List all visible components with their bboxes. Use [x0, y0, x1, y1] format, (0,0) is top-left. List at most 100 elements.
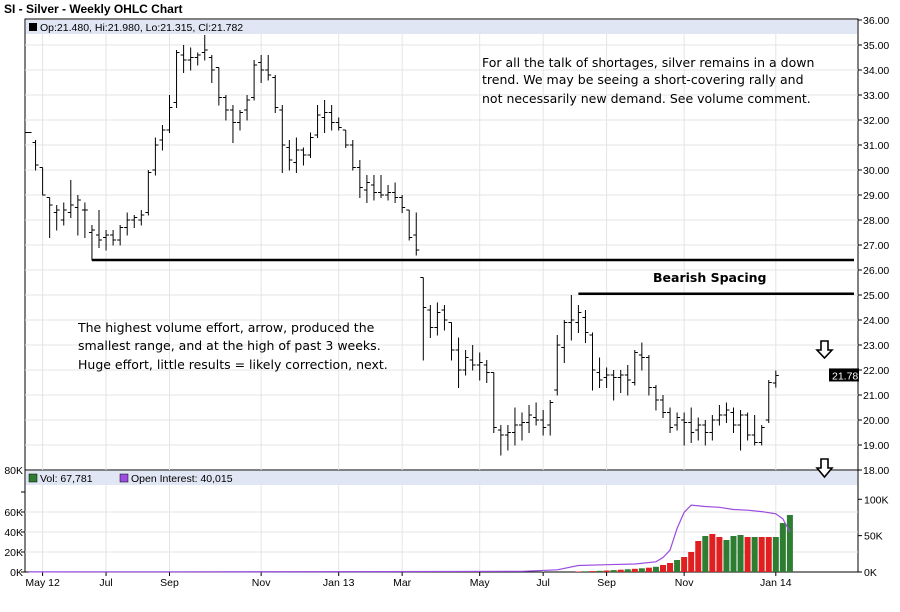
ohlc-bar	[652, 385, 659, 411]
last-price-tag	[829, 368, 859, 382]
ohlc-bar	[709, 415, 716, 441]
oi-legend-swatch	[119, 473, 129, 483]
volume-bar	[758, 537, 765, 572]
time-tick-label: Mar	[393, 577, 412, 589]
price-tick-label: 36.00	[863, 15, 889, 27]
volume-bar	[779, 523, 786, 572]
volume-bar	[765, 537, 772, 572]
price-tick-label: 18.00	[863, 465, 889, 477]
ohlc-bar	[469, 345, 476, 371]
ohlc-bar	[504, 425, 511, 451]
ohlc-bar	[497, 425, 504, 456]
trend-lines	[91, 258, 854, 296]
volume-header-strip	[26, 471, 857, 485]
volume-bar	[786, 515, 793, 572]
price-tick-label: 30.00	[863, 165, 889, 177]
ohlc-bar	[187, 47, 194, 71]
oi-tick-label: 0K	[864, 567, 877, 579]
ohlc-bar	[53, 205, 60, 231]
price-tick-label: 28.00	[863, 215, 889, 227]
volume-bar	[737, 535, 744, 572]
ohlc-bar	[772, 370, 779, 388]
volume-bar	[709, 534, 716, 572]
ohlc-bar	[166, 95, 173, 133]
ohlc-bar	[300, 147, 307, 166]
price-tick-label: 35.00	[863, 40, 889, 52]
ohlc-bar	[356, 160, 363, 198]
top-note-line-3: not necessarily new demand. See volume c…	[482, 91, 811, 106]
ohlc-readout: Op:21.480, Hi:21.980, Lo:21.315, Cl:21.7…	[40, 22, 243, 34]
ohlc-bar	[60, 202, 67, 226]
time-tick-label: Jul	[536, 577, 549, 589]
volume-tick-label: 80K	[4, 465, 23, 477]
ohlc-bar	[413, 212, 420, 256]
ohlc-bar	[723, 402, 730, 423]
volume-bar	[624, 569, 631, 572]
top-note-line-1: For all the talk of shortages, silver re…	[482, 55, 814, 70]
ohlc-bar	[674, 412, 681, 431]
ohlc-bar	[547, 400, 554, 436]
volume-bar	[716, 537, 723, 572]
ohlc-bar	[229, 105, 236, 143]
ohlc-bar	[575, 305, 582, 333]
ohlc-bar	[124, 212, 131, 236]
ohlc-bar	[392, 182, 399, 203]
ohlc-bar	[462, 350, 469, 376]
ohlc-bar	[399, 195, 406, 213]
ohlc-bar	[540, 410, 547, 436]
volume-tick-label: 0K	[10, 567, 23, 579]
ohlc-bar	[624, 365, 631, 396]
volume-bar	[681, 557, 688, 572]
ohlc-bar	[208, 55, 215, 83]
time-tick-label: Sep	[597, 577, 616, 589]
volume-bar	[667, 563, 674, 572]
volume-bar	[596, 570, 603, 572]
ohlc-bar	[526, 405, 533, 433]
ohlc-bar	[582, 310, 589, 343]
ohlc-bar	[335, 117, 342, 131]
ohlc-bar	[519, 412, 525, 441]
ohlc-swatch	[29, 23, 37, 31]
volume-tick-label: 40K	[4, 527, 23, 539]
ohlc-bar	[215, 67, 222, 106]
ohlc-bar	[363, 175, 370, 203]
ohlc-bar	[645, 355, 652, 396]
ohlc-bar	[67, 180, 74, 218]
ohlc-bar	[695, 417, 702, 441]
time-tick-label: May	[470, 577, 491, 589]
ohlc-bar	[385, 185, 392, 201]
volume-down-arrow-icon	[815, 458, 834, 479]
top-note-line-2: trend. We may be seeing a short-covering…	[482, 72, 804, 87]
ohlc-bar	[159, 125, 166, 151]
ohlc-bar	[328, 105, 335, 131]
oi-tick-label: 50K	[864, 531, 883, 543]
volume-bar	[688, 552, 695, 572]
price-tick-label: 24.00	[863, 315, 889, 327]
ohlc-bar	[110, 230, 117, 246]
bearish-spacing-label: Bearish Spacing	[653, 270, 767, 285]
volume-bar	[575, 571, 582, 572]
ohlc-bar	[194, 52, 201, 66]
ohlc-bar	[74, 195, 81, 236]
ohlc-bar	[279, 105, 286, 173]
ohlc-bar	[702, 420, 709, 446]
ohlc-bar	[406, 209, 413, 241]
ohlc-bar	[88, 225, 95, 261]
left-note-line-1: The highest volume effort, arrow, produc…	[77, 320, 375, 335]
volume-axis: 0K 20K 40K 60K 80K 0K 50K 100K	[4, 465, 888, 579]
ohlc-bar	[744, 412, 751, 441]
time-tick-label: Jan 14	[760, 577, 792, 589]
open-interest-series	[28, 504, 791, 573]
ohlc-bar	[293, 137, 300, 173]
time-tick-label: May 12	[25, 577, 60, 589]
ohlc-bar	[455, 337, 462, 388]
ohlc-bar	[561, 320, 568, 363]
ohlc-bar	[321, 100, 328, 133]
volume-bar	[638, 568, 645, 572]
volume-bar	[702, 536, 709, 572]
volume-bar	[603, 570, 610, 572]
ohlc-bar	[490, 372, 497, 433]
ohlc-bar	[533, 402, 540, 426]
price-tick-label: 20.00	[863, 415, 889, 427]
